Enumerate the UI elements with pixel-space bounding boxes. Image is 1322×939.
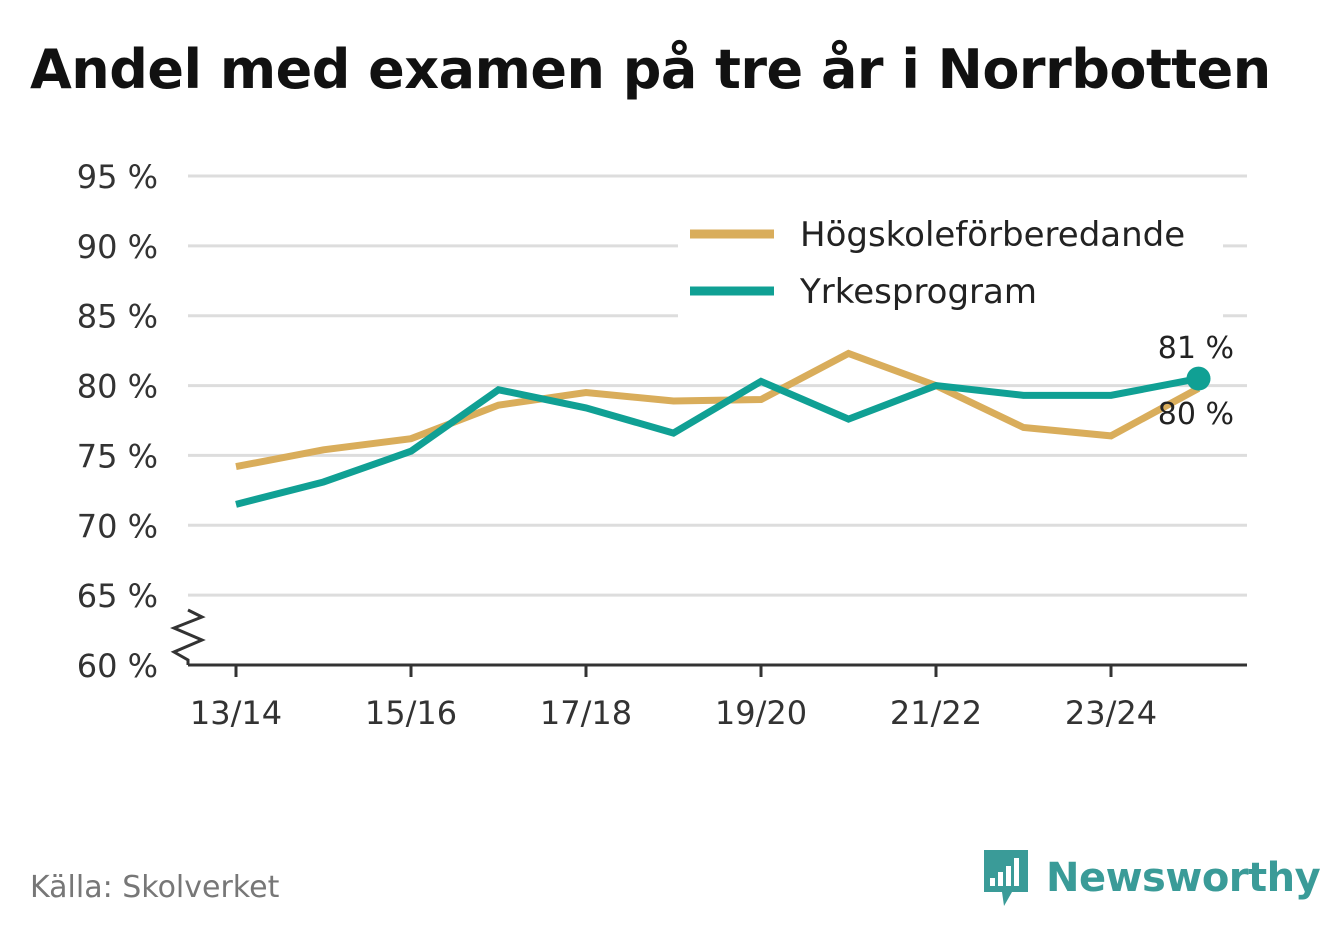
y-tick-label: 90 % (77, 228, 158, 266)
x-axis: 13/14 15/16 17/18 19/20 21/22 23/24 (188, 663, 1247, 732)
y-axis-labels: 60 % 65 % 70 % 75 % 80 % 85 % 90 % 95 % (77, 158, 158, 685)
x-tick-label: 21/22 (890, 694, 982, 732)
series-lines (235, 349, 1201, 508)
newsworthy-logo-icon (984, 850, 1028, 906)
y-tick-label: 95 % (77, 158, 158, 196)
y-tick-label: 75 % (77, 437, 158, 475)
y-tick-label: 70 % (77, 507, 158, 545)
series-line-hogskoleforberedande (235, 349, 1201, 471)
end-label-hogskoleforberedande: 80 % (1158, 397, 1234, 432)
source-note: Källa: Skolverket (30, 870, 280, 905)
x-tick-label: 15/16 (365, 694, 457, 732)
end-label-yrkesprogram: 81 % (1158, 331, 1234, 366)
legend-background (678, 206, 1223, 318)
y-tick-label: 60 % (77, 647, 158, 685)
legend-label: Högskoleförberedande (800, 215, 1185, 255)
x-tick-label: 13/14 (190, 694, 282, 732)
brand-name[interactable]: Newsworthy (1046, 855, 1321, 901)
y-axis-break-icon (170, 608, 206, 665)
brand[interactable]: Newsworthy (982, 848, 1321, 908)
end-point-marker (1186, 366, 1211, 391)
x-tick-label: 23/24 (1065, 694, 1157, 732)
y-tick-label: 80 % (77, 368, 158, 406)
x-tick-label: 17/18 (540, 694, 632, 732)
axis-break-zigzag (170, 608, 206, 665)
y-tick-label: 65 % (77, 577, 158, 615)
series-line-yrkesprogram (235, 375, 1200, 508)
legend-label: Yrkesprogram (799, 272, 1037, 312)
x-tick-label: 19/20 (715, 694, 807, 732)
y-tick-label: 85 % (77, 298, 158, 336)
legend: Högskoleförberedande Yrkesprogram (678, 206, 1223, 318)
end-labels: 81 % 80 % (1158, 331, 1234, 432)
chart-title: Andel med examen på tre år i Norrbotten (30, 38, 1271, 101)
